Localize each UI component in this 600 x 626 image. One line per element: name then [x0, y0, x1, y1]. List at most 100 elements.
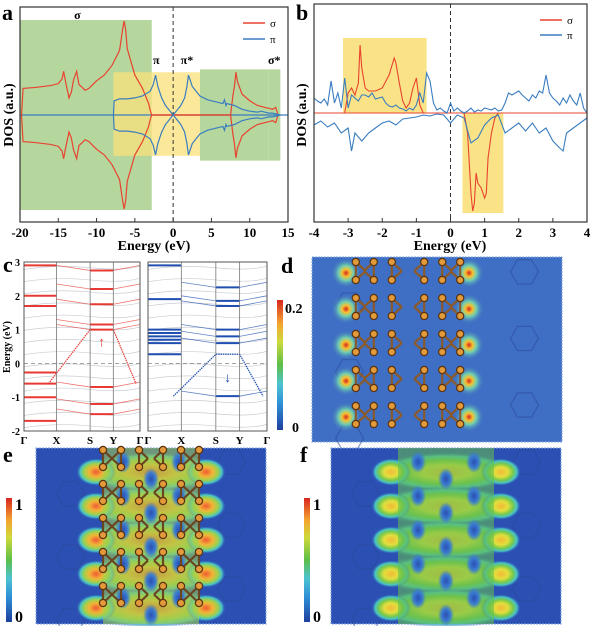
band-line: [181, 281, 216, 288]
carbon-atom: [176, 564, 186, 574]
band-line: [56, 264, 91, 271]
carbon-atom: [194, 530, 204, 540]
carbon-atom: [369, 383, 378, 393]
band-line: [56, 398, 91, 405]
carbon-atom: [98, 513, 108, 523]
band-subplot-up: ↑: [23, 261, 141, 432]
legend-b: σ π: [540, 15, 573, 42]
density-hole: [410, 553, 426, 575]
band-line-grey: [147, 277, 268, 282]
band-line-grey: [23, 423, 141, 428]
background-molecule: [509, 325, 540, 352]
carbon-atom: [98, 598, 108, 608]
carbon-atom: [351, 383, 360, 393]
carbon-atom: [194, 513, 204, 523]
series-pi: [313, 70, 588, 114]
legend-label-sigma-b: σ: [567, 15, 573, 27]
x-tick-label: 3: [550, 225, 557, 240]
band-line-grey: [147, 411, 268, 416]
shaded-region: [113, 72, 200, 156]
carbon-atom: [158, 496, 168, 506]
carbon-atom: [369, 329, 378, 339]
density-hole: [410, 485, 426, 507]
x-tick-label: 2: [516, 225, 523, 240]
carbon-atom: [420, 419, 429, 429]
band-line: [239, 295, 268, 302]
carbon-atom: [176, 513, 186, 523]
series-sigma: [314, 112, 587, 212]
y-tick-label: -2: [12, 427, 20, 438]
carbon-atom: [420, 275, 429, 285]
carbon-atom: [176, 479, 186, 489]
carbon-atom: [116, 479, 126, 489]
density-hole: [466, 451, 482, 473]
band-line: [113, 398, 141, 405]
legend-a: σ π: [243, 18, 276, 46]
x-tick-label: 1: [481, 225, 488, 240]
carbon-atom: [158, 513, 168, 523]
band-line: [181, 330, 216, 337]
carbon-atom: [176, 598, 186, 608]
x-tick-label: 0: [447, 225, 454, 240]
carbon-atom: [158, 445, 168, 455]
carbon-atom: [420, 365, 429, 375]
colorbar-max-f: 1: [313, 497, 321, 514]
carbon-atom: [134, 479, 144, 489]
carbon-atom: [116, 496, 126, 506]
carbon-atom: [194, 462, 204, 472]
density-hole: [410, 519, 426, 541]
carbon-atom: [387, 329, 396, 339]
carbon-atom: [387, 401, 396, 411]
carbon-atom: [116, 547, 126, 557]
x-tick-label: -5: [129, 225, 140, 240]
carbon-atom: [369, 401, 378, 411]
carbon-atom: [134, 530, 144, 540]
carbon-atom: [116, 462, 126, 472]
band-line-grey: [23, 387, 141, 392]
band-line: [113, 381, 141, 388]
panel-b: b -4 -3 -2 -1 0 1 2 3 4 Energy (eV) DOS (a.u.) σ…: [295, 0, 591, 254]
carbon-atom: [387, 275, 396, 285]
carbon-atom: [456, 365, 465, 375]
carbon-atom: [351, 365, 360, 375]
band-line-grey: [23, 290, 141, 295]
crossing-band: [48, 329, 137, 385]
carbon-atom: [351, 275, 360, 285]
colorbar-min-d: 0: [292, 421, 299, 436]
density-hole: [143, 502, 159, 524]
carbon-atom: [387, 365, 396, 375]
carbon-atom: [387, 293, 396, 303]
carbon-atom: [438, 365, 447, 375]
carbon-atom: [98, 564, 108, 574]
carbon-atom: [194, 445, 204, 455]
band-line: [239, 281, 268, 288]
carbon-atom: [369, 419, 378, 429]
annotation-label: π*: [181, 53, 194, 67]
x-tick-label: 0: [170, 225, 177, 240]
background-molecule: [509, 258, 540, 285]
colorbar-min-e: 0: [15, 609, 23, 626]
y-tick-label: -1: [12, 393, 20, 404]
carbon-atom: [456, 401, 465, 411]
panel-label-f: f: [300, 442, 308, 467]
carbon-atom: [369, 257, 378, 267]
carbon-atom: [116, 564, 126, 574]
annotation-label: σ: [74, 8, 81, 22]
carbon-atom: [438, 383, 447, 393]
carbon-atom: [134, 581, 144, 591]
carbon-atom: [438, 275, 447, 285]
band-line: [181, 295, 216, 302]
x-tick-label: -20: [11, 225, 28, 240]
carbon-atom: [456, 347, 465, 357]
k-point-label: Γ: [145, 435, 152, 447]
density-hole: [438, 468, 454, 490]
panel-d: d 0.2 0: [277, 253, 563, 452]
x-tick-label: -2: [377, 225, 388, 240]
carbon-atom: [116, 445, 126, 455]
carbon-atom: [456, 257, 465, 267]
band-line: [113, 264, 141, 271]
x-tick-label: 4: [584, 225, 591, 240]
background-molecule: [216, 512, 247, 539]
carbon-atom: [116, 598, 126, 608]
carbon-atom: [456, 293, 465, 303]
